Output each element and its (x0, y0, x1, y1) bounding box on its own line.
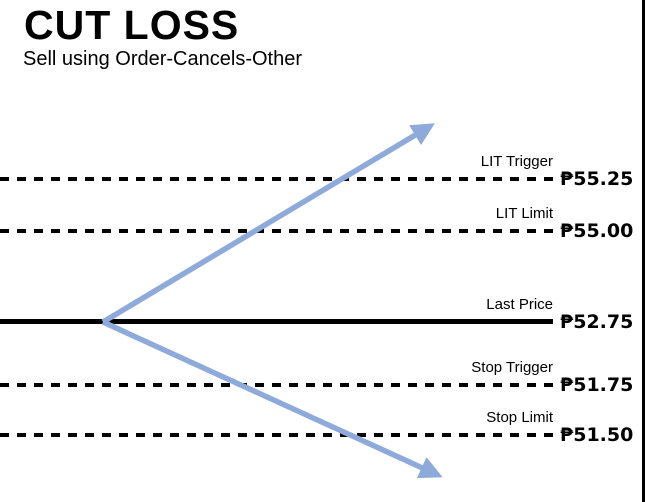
lit-trigger-line (0, 177, 553, 181)
last-price-label: Last Price (486, 296, 553, 313)
lit-limit-label: LIT Limit (495, 205, 553, 222)
lit-limit-line (0, 229, 553, 233)
lit-trigger-price: ₱55.25 (560, 168, 634, 190)
page-title: CUT LOSS (24, 2, 240, 48)
last-price-price: ₱52.75 (560, 311, 634, 333)
stop-limit-line (0, 433, 553, 437)
up-arrow (101, 123, 435, 325)
stop-trigger-line (0, 383, 553, 387)
lit-limit-price: ₱55.00 (560, 220, 634, 242)
lit-trigger-label: LIT Trigger (480, 153, 553, 170)
page-subtitle: Sell using Order-Cancels-Other (23, 48, 302, 70)
stop-trigger-label: Stop Trigger (471, 359, 553, 376)
last-price-line (0, 319, 553, 324)
stop-trigger-price: ₱51.75 (560, 374, 634, 396)
stop-limit-price: ₱51.50 (560, 424, 634, 446)
stop-limit-label: Stop Limit (486, 409, 553, 426)
down-arrow (101, 319, 443, 479)
right-border (642, 0, 645, 502)
